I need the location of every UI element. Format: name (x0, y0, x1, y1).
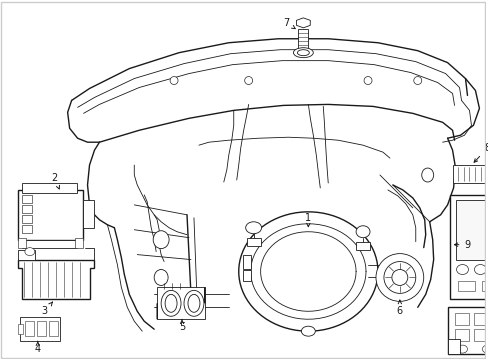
Bar (246, 238, 260, 246)
Text: 8: 8 (473, 143, 488, 162)
Polygon shape (18, 260, 94, 300)
Ellipse shape (383, 262, 415, 293)
Polygon shape (296, 18, 309, 28)
Bar (355, 242, 369, 249)
Bar (22, 240, 77, 248)
Text: 5: 5 (179, 319, 185, 332)
Bar (22, 225, 32, 233)
Text: 2: 2 (51, 173, 60, 189)
Ellipse shape (363, 77, 371, 85)
Polygon shape (238, 212, 377, 331)
Bar (49, 321, 58, 336)
Bar (447, 339, 459, 354)
Ellipse shape (25, 248, 35, 256)
Bar (82, 200, 94, 228)
Bar (25, 321, 34, 336)
Bar (18, 238, 26, 248)
Bar (448, 195, 488, 300)
Ellipse shape (456, 265, 468, 274)
Ellipse shape (355, 226, 369, 238)
Ellipse shape (153, 231, 169, 249)
Ellipse shape (183, 291, 203, 316)
Polygon shape (18, 249, 35, 260)
Text: 6: 6 (396, 300, 402, 316)
Bar (454, 313, 468, 325)
Text: 1: 1 (305, 213, 311, 227)
Bar (18, 190, 82, 240)
Text: 7: 7 (283, 18, 295, 29)
Text: 10: 10 (0, 359, 1, 360)
Bar (22, 195, 32, 203)
Ellipse shape (154, 270, 168, 285)
Bar (482, 282, 488, 291)
Bar (242, 255, 250, 269)
Bar (18, 324, 23, 334)
Ellipse shape (297, 50, 309, 56)
Ellipse shape (170, 77, 178, 85)
Bar (298, 29, 308, 51)
Ellipse shape (165, 294, 177, 312)
Bar (473, 329, 488, 341)
Ellipse shape (421, 168, 433, 182)
Ellipse shape (473, 265, 486, 274)
Bar (473, 313, 488, 325)
Ellipse shape (244, 77, 252, 85)
Bar (157, 287, 204, 319)
Ellipse shape (245, 222, 261, 234)
Bar (22, 205, 32, 213)
Bar (455, 200, 488, 260)
Bar (22, 183, 77, 193)
Ellipse shape (301, 326, 315, 336)
Ellipse shape (391, 270, 407, 285)
Bar (22, 215, 32, 223)
Ellipse shape (293, 48, 313, 58)
Bar (37, 321, 46, 336)
Bar (454, 329, 468, 341)
Ellipse shape (482, 345, 488, 353)
Bar (457, 282, 474, 291)
Polygon shape (20, 317, 60, 341)
Bar (452, 165, 488, 183)
Ellipse shape (161, 291, 181, 316)
Ellipse shape (413, 77, 421, 85)
Polygon shape (447, 307, 488, 354)
Text: 4: 4 (35, 341, 41, 354)
Bar (75, 238, 82, 248)
Ellipse shape (187, 294, 200, 312)
Text: 3: 3 (41, 302, 52, 316)
Text: 9: 9 (453, 240, 469, 249)
Ellipse shape (457, 345, 467, 353)
Ellipse shape (375, 253, 423, 301)
Bar (242, 270, 250, 282)
